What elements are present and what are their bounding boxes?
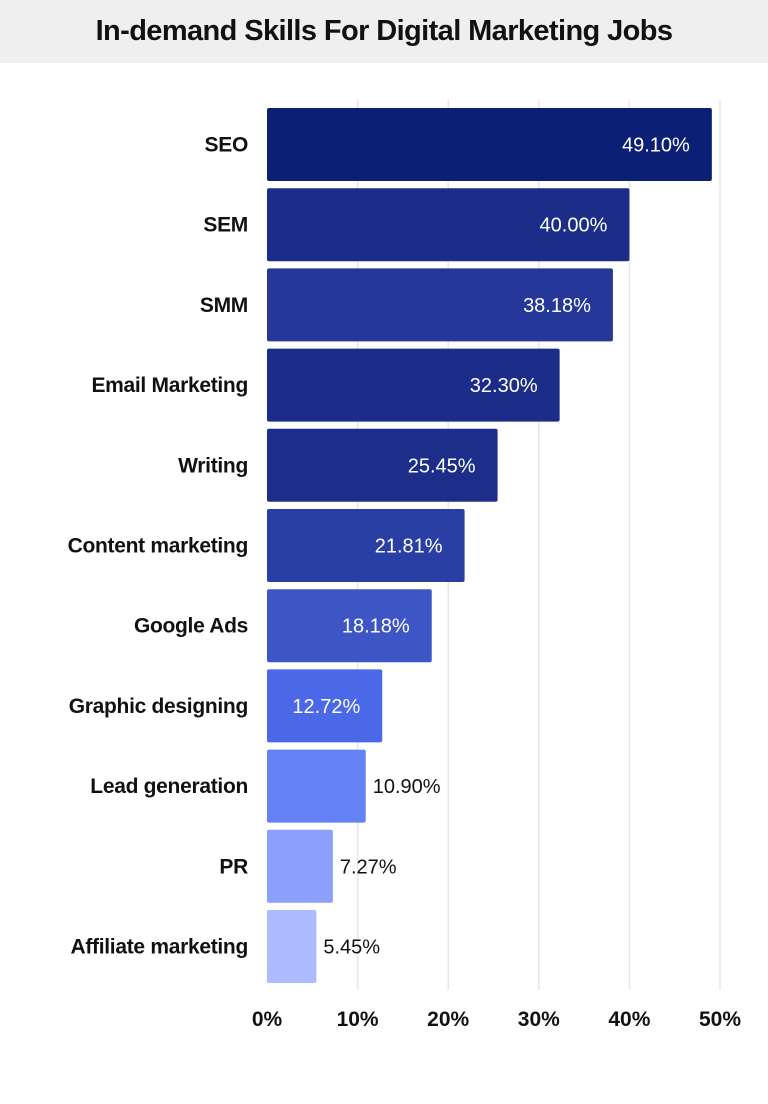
bar (267, 268, 613, 342)
bar (267, 108, 712, 181)
value-label: 10.90% (373, 776, 441, 798)
value-label: 18.18% (342, 616, 410, 638)
category-label: SEO (205, 134, 248, 157)
chart-title: In-demand Skills For Digital Marketing J… (95, 15, 673, 47)
x-tick-label: 40% (608, 1008, 650, 1031)
value-label: 25.45% (408, 455, 476, 477)
value-label: 7.27% (340, 856, 397, 878)
value-label: 49.10% (622, 135, 690, 157)
category-label: Affiliate marketing (70, 936, 248, 959)
x-tick-label: 30% (518, 1008, 560, 1031)
bar (267, 428, 498, 502)
value-label: 32.30% (470, 375, 538, 397)
x-tick-label: 10% (337, 1008, 379, 1031)
category-label: Writing (178, 454, 248, 477)
title-band (0, 0, 768, 63)
bar (267, 188, 630, 262)
bar (267, 509, 465, 582)
bar (267, 589, 432, 663)
bar (267, 829, 333, 903)
category-label: Google Ads (134, 615, 248, 638)
category-label: Content marketing (68, 535, 248, 558)
category-label: PR (219, 855, 248, 878)
category-label: Graphic designing (69, 695, 248, 718)
value-label: 5.45% (323, 937, 380, 959)
category-label: SEM (203, 214, 248, 237)
category-label: SMM (200, 294, 248, 317)
value-label: 21.81% (375, 536, 443, 558)
x-tick-label: 0% (252, 1008, 283, 1031)
x-tick-label: 50% (699, 1008, 741, 1031)
bar (267, 669, 383, 743)
x-tick-label: 20% (427, 1008, 469, 1031)
bar (267, 348, 560, 422)
value-label: 38.18% (523, 295, 591, 317)
value-label: 12.72% (292, 696, 360, 718)
category-label: Lead generation (90, 775, 248, 798)
category-label: Email Marketing (91, 374, 248, 397)
bar (267, 910, 317, 983)
value-label: 40.00% (540, 215, 608, 237)
bar (267, 749, 366, 823)
